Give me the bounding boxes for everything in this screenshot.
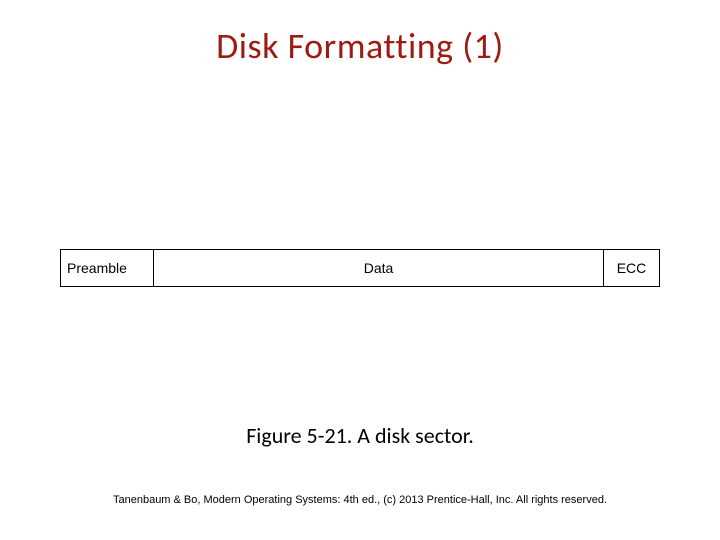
slide-title: Disk Formatting (1) (0, 24, 720, 68)
disk-sector-diagram: Preamble Data ECC (60, 249, 660, 287)
sector-cell-data: Data (153, 250, 603, 286)
figure-caption: Figure 5-21. A disk sector. (0, 422, 720, 449)
sector-cell-preamble: Preamble (61, 250, 153, 286)
sector-cell-ecc: ECC (603, 250, 659, 286)
copyright-footer: Tanenbaum & Bo, Modern Operating Systems… (0, 494, 720, 506)
